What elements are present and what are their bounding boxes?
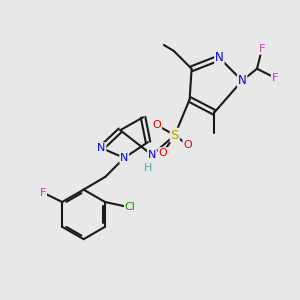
Text: N: N	[97, 143, 106, 153]
Text: F: F	[40, 188, 46, 198]
Text: N: N	[238, 74, 247, 87]
Text: F: F	[259, 44, 265, 54]
Text: O: O	[158, 148, 167, 158]
Text: O: O	[183, 140, 192, 150]
Text: F: F	[272, 73, 278, 83]
Text: N: N	[148, 150, 156, 160]
Text: N: N	[215, 51, 224, 64]
Text: S: S	[171, 129, 179, 142]
Text: O: O	[153, 120, 161, 130]
Text: Cl: Cl	[125, 202, 136, 212]
Text: N: N	[120, 153, 128, 163]
Text: H: H	[144, 163, 152, 173]
